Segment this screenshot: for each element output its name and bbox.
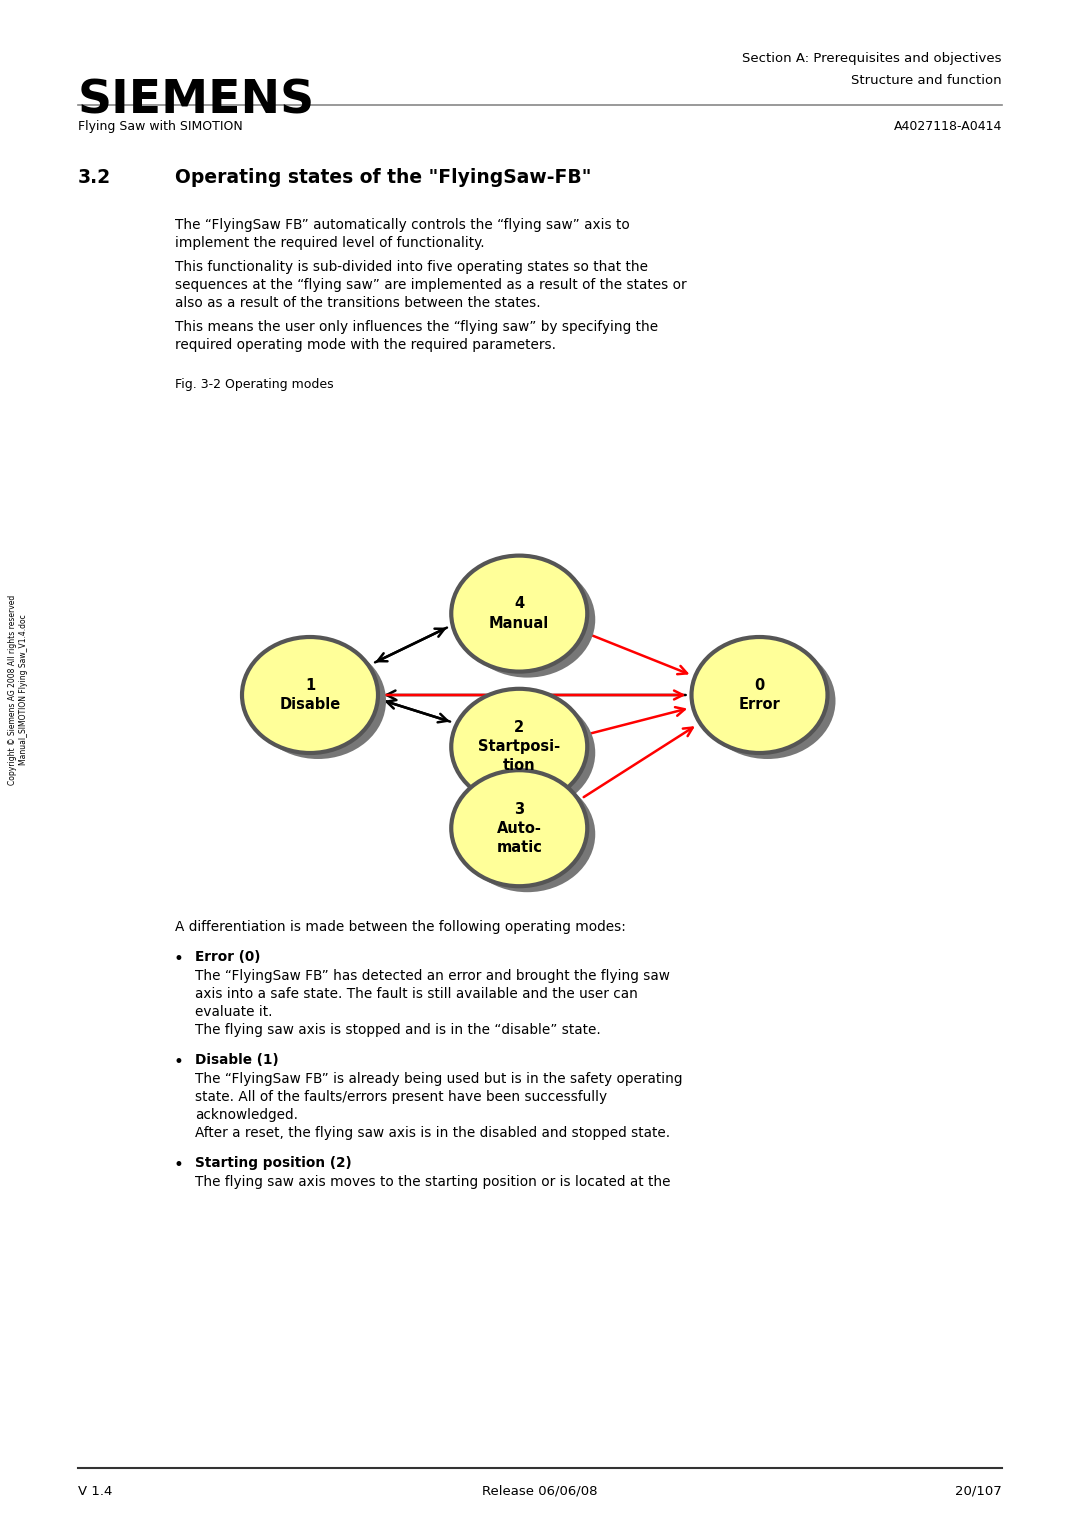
Text: Release 06/06/08: Release 06/06/08 [483,1485,597,1497]
Text: •: • [173,950,183,969]
Text: After a reset, the flying saw axis is in the disabled and stopped state.: After a reset, the flying saw axis is in… [195,1126,670,1140]
Text: Structure and function: Structure and function [851,73,1002,87]
Text: 0
Error: 0 Error [739,678,781,712]
Text: •: • [173,1053,183,1071]
Text: state. All of the faults/errors present have been successfully: state. All of the faults/errors present … [195,1089,607,1105]
Text: Starting position (2): Starting position (2) [195,1157,352,1170]
Text: •: • [173,1157,183,1174]
Text: axis into a safe state. The fault is still available and the user can: axis into a safe state. The fault is sti… [195,987,638,1001]
Text: implement the required level of functionality.: implement the required level of function… [175,235,485,251]
Ellipse shape [242,637,378,753]
Text: Disable (1): Disable (1) [195,1053,279,1067]
Text: SIEMENS: SIEMENS [78,78,315,122]
Ellipse shape [700,643,836,759]
Ellipse shape [459,695,595,811]
Text: The “FlyingSaw FB” has detected an error and brought the flying saw: The “FlyingSaw FB” has detected an error… [195,969,670,983]
Text: This functionality is sub-divided into five operating states so that the: This functionality is sub-divided into f… [175,260,648,274]
Text: The flying saw axis moves to the starting position or is located at the: The flying saw axis moves to the startin… [195,1175,671,1189]
Text: 3.2: 3.2 [78,168,111,186]
Text: 1
Disable: 1 Disable [280,678,340,712]
Text: The “FlyingSaw FB” is already being used but is in the safety operating: The “FlyingSaw FB” is already being used… [195,1073,683,1086]
Text: Copyright © Siemens AG 2008 All rights reserved
Manual_SIMOTION Flying Saw_V1.4.: Copyright © Siemens AG 2008 All rights r… [8,594,28,785]
Text: 3
Auto-
matic: 3 Auto- matic [497,802,542,854]
Ellipse shape [451,689,588,805]
Text: The “FlyingSaw FB” automatically controls the “flying saw” axis to: The “FlyingSaw FB” automatically control… [175,219,630,232]
Ellipse shape [459,776,595,892]
Ellipse shape [451,556,588,672]
Text: evaluate it.: evaluate it. [195,1005,272,1019]
Text: Flying Saw with SIMOTION: Flying Saw with SIMOTION [78,121,243,133]
Text: required operating mode with the required parameters.: required operating mode with the require… [175,338,556,351]
Text: 20/107: 20/107 [955,1485,1002,1497]
Ellipse shape [691,637,827,753]
Text: A4027118-A0414: A4027118-A0414 [893,121,1002,133]
Ellipse shape [459,562,595,677]
Text: V 1.4: V 1.4 [78,1485,112,1497]
Text: acknowledged.: acknowledged. [195,1108,298,1122]
Text: This means the user only influences the “flying saw” by specifying the: This means the user only influences the … [175,319,658,335]
Text: Operating states of the "FlyingSaw-FB": Operating states of the "FlyingSaw-FB" [175,168,592,186]
Text: A differentiation is made between the following operating modes:: A differentiation is made between the fo… [175,920,626,934]
Text: Error (0): Error (0) [195,950,260,964]
Ellipse shape [451,770,588,886]
Text: Section A: Prerequisites and objectives: Section A: Prerequisites and objectives [743,52,1002,66]
Text: also as a result of the transitions between the states.: also as a result of the transitions betw… [175,296,541,310]
Text: sequences at the “flying saw” are implemented as a result of the states or: sequences at the “flying saw” are implem… [175,278,687,292]
Text: 2
Startposi-
tion: 2 Startposi- tion [478,720,561,773]
Ellipse shape [249,643,386,759]
Text: 4
Manual: 4 Manual [489,596,550,631]
Text: Fig. 3-2 Operating modes: Fig. 3-2 Operating modes [175,377,334,391]
Text: The flying saw axis is stopped and is in the “disable” state.: The flying saw axis is stopped and is in… [195,1024,600,1038]
